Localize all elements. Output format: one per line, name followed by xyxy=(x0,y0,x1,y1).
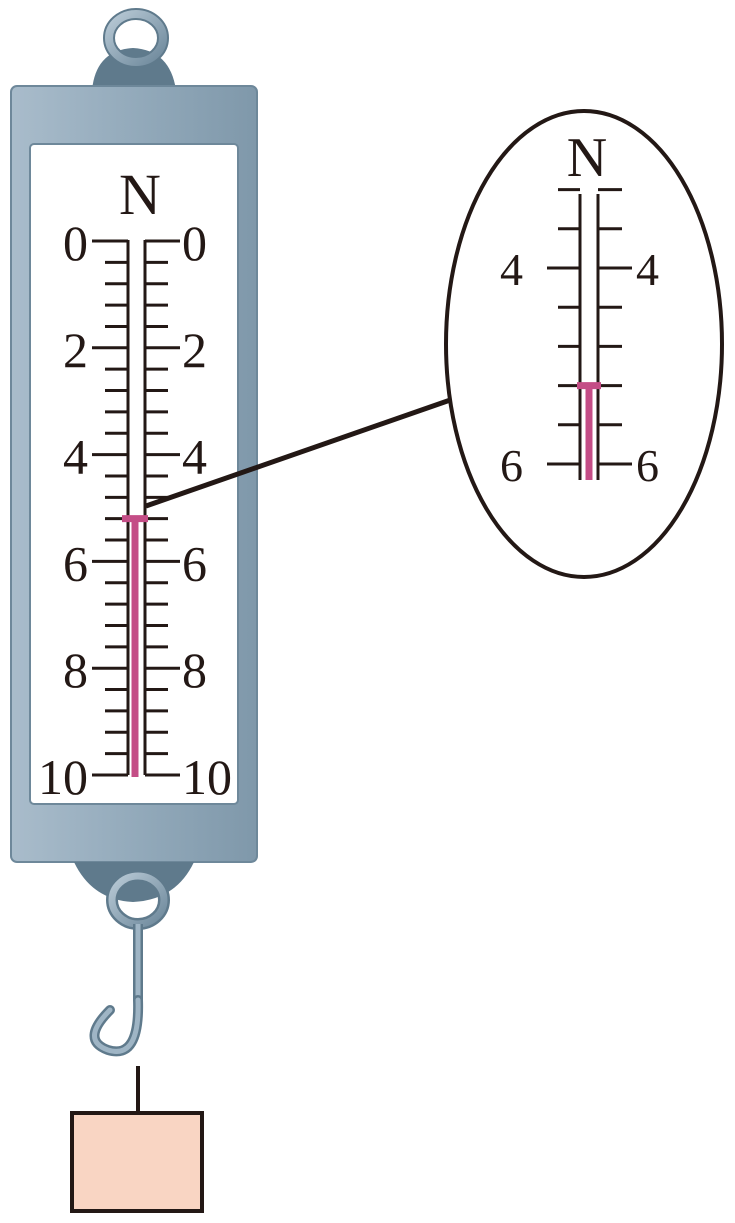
mag-label-right: 4 xyxy=(636,244,659,295)
magnifier-labels: 4 4 6 6 xyxy=(500,244,659,491)
mag-label-left: 4 xyxy=(500,244,523,295)
scale-label-right: 0 xyxy=(182,215,207,271)
scale-label-right: 6 xyxy=(182,535,207,591)
scale-labels-right: 0 2 4 6 8 10 xyxy=(182,215,232,805)
mag-label-left: 6 xyxy=(500,440,523,491)
indicator xyxy=(122,515,148,777)
scale-ticks xyxy=(92,239,180,777)
scale-label-right: 10 xyxy=(182,749,232,805)
scale-label-left: 2 xyxy=(63,322,88,378)
scale-face: N 0 2 4 6 8 10 0 2 4 6 8 10 xyxy=(38,162,232,805)
scale-label-right: 2 xyxy=(182,322,207,378)
magnifier-ticks xyxy=(547,188,632,466)
mag-label-right: 6 xyxy=(636,440,659,491)
scale-label-left: 4 xyxy=(63,429,88,485)
scale-label-left: 6 xyxy=(63,535,88,591)
magnifier-ellipse xyxy=(444,109,724,579)
bottom-hook-icon xyxy=(74,862,194,1057)
scale-label-right: 8 xyxy=(182,642,207,698)
top-ring-icon xyxy=(92,8,176,90)
unit-label: N xyxy=(119,162,161,227)
magnifier-leader-line xyxy=(145,395,457,509)
magnifier-callout: N 4 4 6 6 xyxy=(444,109,724,579)
magnifier-unit-label: N xyxy=(567,127,607,189)
scale-casing xyxy=(10,85,258,863)
magnifier-indicator xyxy=(577,382,601,480)
weight-block xyxy=(70,1111,204,1213)
scale-label-right: 4 xyxy=(182,429,207,485)
scale-label-left: 10 xyxy=(38,749,88,805)
scale-labels-left: 0 2 4 6 8 10 xyxy=(38,215,88,805)
scale-label-left: 8 xyxy=(63,642,88,698)
scale-label-left: 0 xyxy=(63,215,88,271)
